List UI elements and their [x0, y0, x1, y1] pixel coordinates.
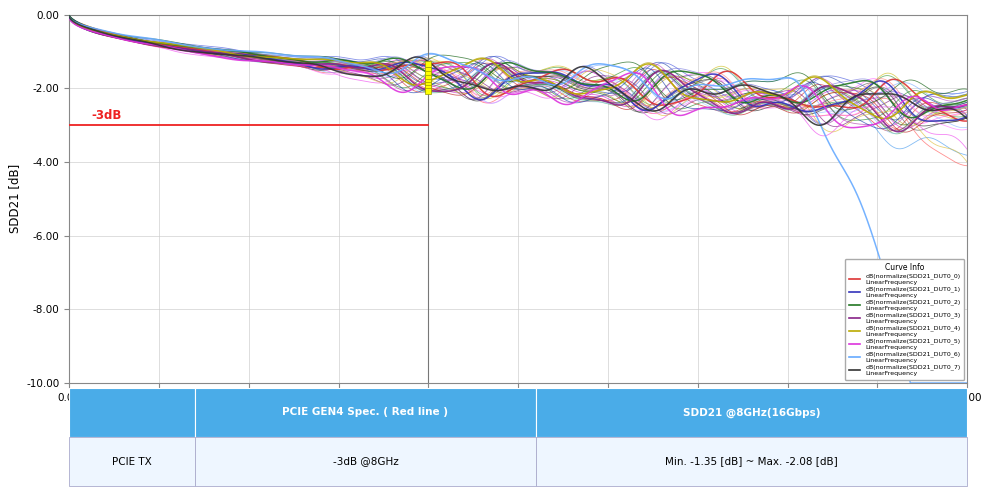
X-axis label: F [GHz]: F [GHz]: [496, 408, 539, 421]
Text: SDD21 @8GHz(16Gbps): SDD21 @8GHz(16Gbps): [682, 408, 819, 417]
Text: PCIE GEN4 Spec. ( Red line ): PCIE GEN4 Spec. ( Red line ): [282, 408, 448, 417]
Y-axis label: SDD21 [dB]: SDD21 [dB]: [8, 164, 21, 234]
Legend: dB(normalize(SDD21_DUT0_0)
LinearFrequency, dB(normalize(SDD21_DUT0_1)
LinearFre: dB(normalize(SDD21_DUT0_0) LinearFrequen…: [844, 259, 963, 380]
Text: Min. -1.35 [dB] ~ Max. -2.08 [dB]: Min. -1.35 [dB] ~ Max. -2.08 [dB]: [665, 457, 837, 466]
Text: -3dB: -3dB: [92, 109, 122, 122]
Text: -3dB @8GHz: -3dB @8GHz: [332, 457, 398, 466]
Text: 8.00: 8.00: [417, 407, 439, 417]
Text: PCIE TX: PCIE TX: [112, 457, 152, 466]
